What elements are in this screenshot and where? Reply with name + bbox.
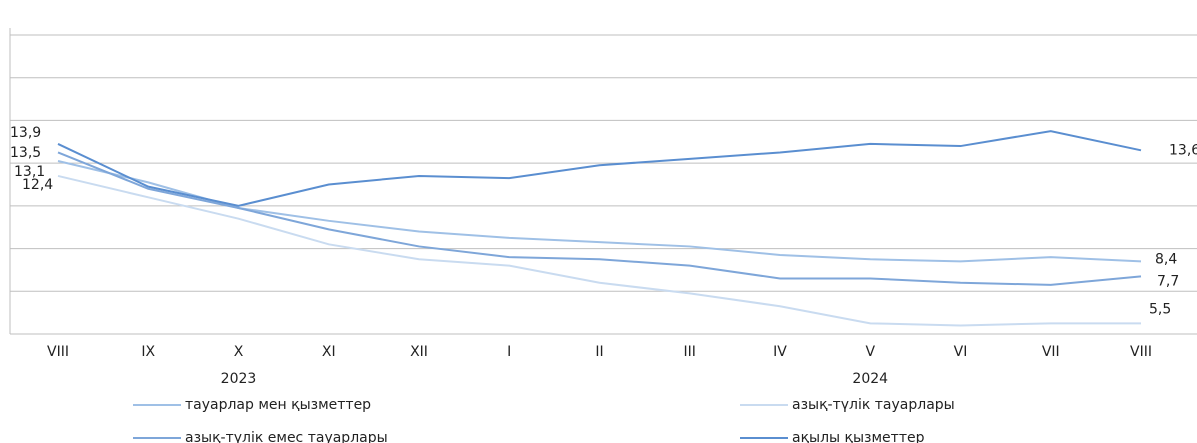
series-line [57, 160, 1142, 263]
x-tick-label: X [234, 344, 244, 360]
series-line [57, 130, 1142, 207]
data-label: 13,1 [14, 164, 45, 180]
data-label: 13,5 [10, 145, 41, 161]
x-tick-label: VIII [47, 344, 69, 360]
data-label: 5,5 [1149, 301, 1171, 317]
data-label: 13,9 [10, 125, 41, 141]
data-label: 13,6 [1169, 142, 1197, 158]
x-tick-label: IV [773, 344, 787, 360]
x-tick-label: VI [954, 344, 968, 360]
x-tick-label: III [684, 344, 696, 360]
x-tick-label: V [865, 344, 875, 360]
x-tick-label: II [595, 344, 603, 360]
legend-label: азық-түлік емес тауарлары [185, 430, 388, 443]
x-tick-label: XI [322, 344, 336, 360]
series-line [57, 174, 1141, 327]
legend-label: тауарлар мен қызметтер [185, 397, 371, 413]
x-group-label: 2023 [221, 371, 257, 387]
x-group-label: 2024 [852, 371, 888, 387]
x-tick-label: VII [1042, 344, 1060, 360]
data-label: 7,7 [1157, 273, 1179, 289]
x-tick-label: XII [410, 344, 428, 360]
data-label: 8,4 [1155, 251, 1177, 267]
x-tick-label: IX [141, 344, 155, 360]
x-tick-label: I [507, 344, 511, 360]
x-tick-label: VIII [1130, 344, 1152, 360]
series-line [57, 151, 1142, 286]
legend-label: ақылы қызметтер [792, 430, 925, 443]
data-label: 12,4 [22, 177, 53, 193]
legend-label: азық-түлік тауарлары [792, 397, 955, 413]
